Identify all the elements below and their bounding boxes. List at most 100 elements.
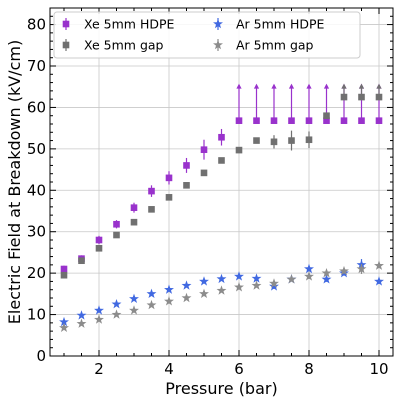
data-point bbox=[76, 310, 87, 320]
data-point bbox=[95, 244, 103, 252]
data-point bbox=[339, 265, 349, 276]
data-point bbox=[60, 271, 68, 279]
data-point bbox=[181, 292, 192, 303]
legend-box bbox=[53, 11, 361, 59]
limit-arrow-head bbox=[306, 83, 312, 89]
data-marks bbox=[59, 83, 384, 333]
data-point bbox=[94, 305, 104, 315]
data-point bbox=[146, 288, 157, 299]
data-point bbox=[305, 117, 313, 124]
data-point bbox=[251, 280, 262, 290]
data-point bbox=[374, 276, 384, 286]
legend-marker bbox=[213, 39, 223, 50]
data-point bbox=[235, 117, 243, 124]
data-point bbox=[375, 117, 383, 124]
legend-label-2: Ar 5mm HDPE bbox=[236, 17, 325, 32]
limit-arrow-head bbox=[236, 83, 242, 89]
data-point bbox=[165, 194, 173, 201]
data-point bbox=[60, 265, 68, 273]
data-point bbox=[288, 137, 295, 144]
legend-label-3: Ar 5mm gap bbox=[236, 38, 314, 53]
y-tick-label-6: 60 bbox=[27, 98, 46, 116]
limit-arrow-head bbox=[323, 83, 330, 89]
data-point bbox=[130, 204, 138, 211]
x-tick-label-0: 2 bbox=[94, 360, 104, 378]
legend-entry-0: Xe 5mm HDPE bbox=[62, 17, 175, 32]
limit-arrow-head bbox=[288, 83, 295, 89]
legend-label-1: Xe 5mm gap bbox=[84, 38, 164, 53]
data-point bbox=[218, 157, 225, 164]
legend-marker bbox=[62, 41, 70, 49]
data-point bbox=[148, 187, 155, 195]
legend: Xe 5mm HDPE Xe 5mm gap Ar 5mm HDPE Ar 5mm g… bbox=[53, 11, 361, 59]
data-point bbox=[199, 288, 209, 299]
x-tick-label-2: 6 bbox=[234, 360, 244, 378]
data-point bbox=[164, 296, 174, 306]
data-point bbox=[356, 263, 367, 274]
data-point bbox=[200, 146, 208, 153]
series-3 bbox=[340, 83, 383, 101]
data-point bbox=[165, 174, 173, 182]
data-point bbox=[78, 257, 85, 265]
data-point bbox=[323, 112, 330, 120]
axis-ticks: 2 4 6 8 10 0 10 20 30 40 50 60 70 80 bbox=[27, 7, 393, 378]
data-point bbox=[59, 316, 69, 327]
data-point bbox=[253, 137, 260, 144]
data-point bbox=[218, 133, 225, 141]
legend-entry-2: Ar 5mm HDPE bbox=[213, 17, 325, 32]
y-tick-label-1: 10 bbox=[27, 306, 46, 324]
data-point bbox=[111, 309, 122, 319]
data-point bbox=[304, 271, 314, 281]
data-point bbox=[94, 314, 104, 324]
data-point bbox=[111, 299, 122, 309]
x-tick-label-3: 8 bbox=[304, 360, 314, 378]
data-point bbox=[321, 267, 332, 278]
data-point bbox=[374, 260, 384, 270]
data-point bbox=[358, 93, 365, 101]
data-point bbox=[59, 322, 69, 333]
data-point bbox=[164, 284, 174, 294]
data-point bbox=[323, 117, 330, 124]
y-tick-label-5: 50 bbox=[27, 140, 46, 158]
data-point bbox=[251, 273, 262, 283]
data-point bbox=[113, 220, 120, 228]
x-axis-label: Pressure (bar) bbox=[165, 379, 277, 398]
legend-marker bbox=[213, 18, 223, 29]
x-tick-label-1: 4 bbox=[164, 360, 174, 378]
limit-arrow-head bbox=[341, 83, 347, 89]
series-2 bbox=[60, 112, 330, 279]
data-point bbox=[358, 117, 365, 124]
series-5 bbox=[59, 260, 384, 333]
data-point bbox=[183, 182, 190, 189]
data-point bbox=[129, 305, 139, 315]
data-point bbox=[234, 282, 244, 292]
legend-label-0: Xe 5mm HDPE bbox=[84, 17, 175, 32]
data-point bbox=[305, 136, 313, 144]
y-tick-label-2: 20 bbox=[27, 264, 46, 282]
data-point bbox=[200, 169, 208, 177]
data-point bbox=[234, 271, 244, 281]
data-point bbox=[235, 146, 243, 154]
data-point bbox=[129, 293, 139, 304]
data-point bbox=[199, 276, 209, 286]
data-point bbox=[130, 218, 138, 226]
data-point bbox=[183, 162, 190, 169]
data-point bbox=[253, 117, 260, 124]
data-point bbox=[340, 93, 348, 101]
data-point bbox=[76, 318, 87, 328]
data-point bbox=[148, 206, 155, 213]
data-point bbox=[216, 285, 227, 295]
data-point bbox=[95, 236, 103, 244]
data-point bbox=[286, 274, 297, 284]
y-tick-label-4: 40 bbox=[27, 181, 46, 199]
data-point bbox=[270, 117, 278, 124]
data-point bbox=[304, 263, 314, 274]
data-point bbox=[288, 117, 295, 124]
data-point bbox=[181, 280, 192, 290]
data-point bbox=[321, 274, 332, 284]
x-tick-label-4: 10 bbox=[369, 360, 388, 378]
limit-arrow-head bbox=[376, 83, 382, 89]
data-point bbox=[375, 93, 383, 101]
